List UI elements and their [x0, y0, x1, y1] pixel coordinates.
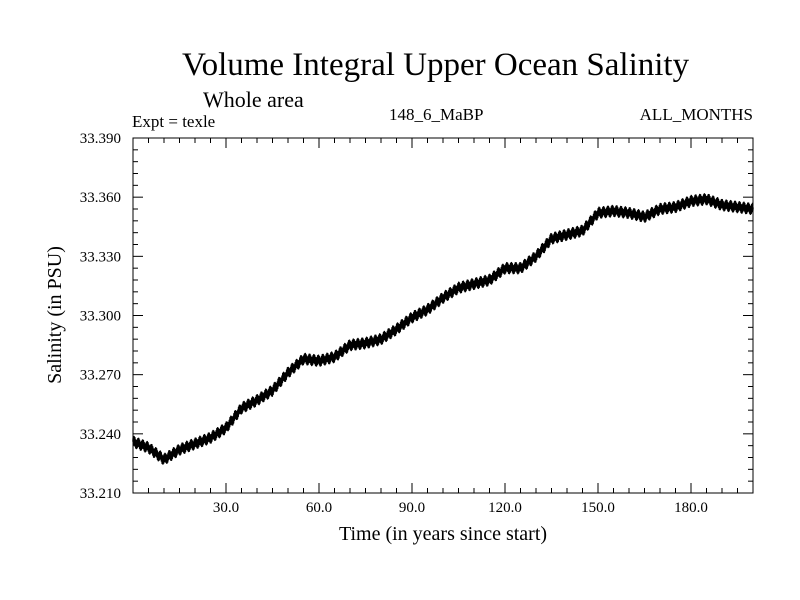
x-tick-label: 120.0 [488, 500, 522, 516]
x-tick-label: 60.0 [306, 500, 332, 516]
y-tick-label: 33.270 [80, 368, 121, 384]
salinity-series-line [132, 193, 754, 465]
chart-title: Volume Integral Upper Ocean Salinity [182, 47, 690, 83]
x-tick-label: 30.0 [213, 500, 239, 516]
plot-frame [132, 137, 754, 494]
period-label: ALL_MONTHS [639, 105, 753, 124]
y-tick-label: 33.330 [80, 249, 121, 265]
y-tick-label: 33.300 [80, 309, 121, 325]
y-axis: 33.210 33.240 33.270 33.300 33.330 33.360 33.3… [80, 131, 753, 502]
y-tick-label: 33.210 [80, 486, 121, 502]
x-tick-label: 90.0 [399, 500, 425, 516]
y-tick-label: 33.240 [80, 427, 121, 443]
chart-subtitle: Whole area [203, 87, 304, 112]
series-layer [132, 193, 754, 465]
y-tick-label: 33.390 [80, 131, 121, 147]
y-tick-label: 33.360 [80, 190, 121, 206]
x-tick-label: 180.0 [674, 500, 708, 516]
x-tick-label: 150.0 [581, 500, 615, 516]
run-label: 148_6_MaBP [389, 105, 484, 124]
experiment-label: Expt = texle [132, 112, 216, 131]
y-axis-label: Salinity (in PSU) [44, 246, 66, 384]
x-axis: 30.0 60.0 90.0 120.0 150.0 180.0 [148, 138, 738, 516]
x-axis-label: Time (in years since start) [339, 523, 547, 545]
